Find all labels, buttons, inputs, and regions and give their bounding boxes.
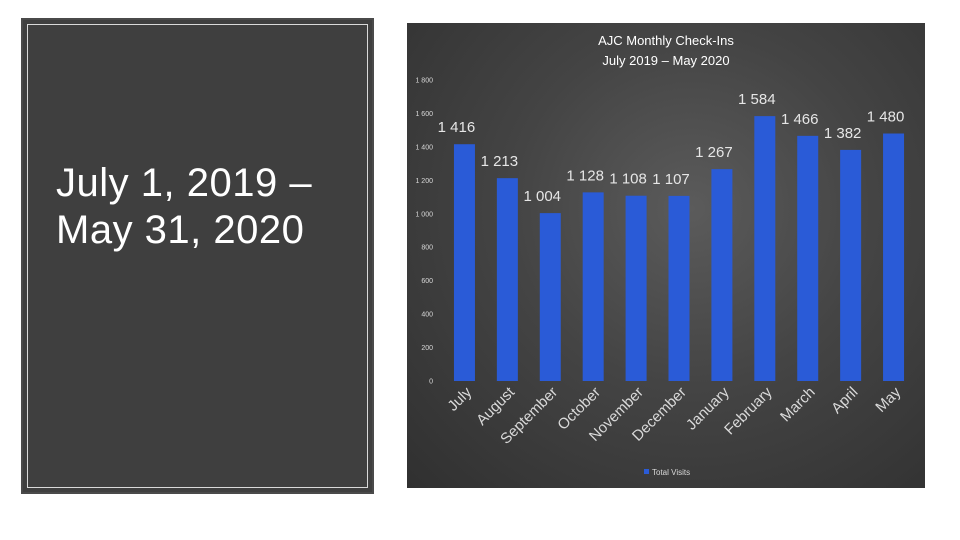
data-label: 1 480 xyxy=(867,109,905,126)
category-label: July xyxy=(444,383,475,414)
category-labels: JulyAugustSeptemberOctoberNovemberDecemb… xyxy=(444,383,904,447)
bar-december xyxy=(668,195,690,381)
y-tick-label: 0 xyxy=(429,379,433,386)
bar-may xyxy=(883,133,905,381)
bar-chart: AJC Monthly Check-Ins July 2019 – May 20… xyxy=(415,33,905,477)
date-range-start: July 1, 2019 – xyxy=(56,161,313,205)
data-label: 1 213 xyxy=(481,153,519,170)
data-labels: 1 416 1 213 1 004 1 128 1 108 1 107 1 267 1 584… xyxy=(438,91,905,205)
data-label: 1 107 xyxy=(652,171,690,188)
bar-february xyxy=(754,116,776,382)
category-label: February xyxy=(721,383,776,438)
data-label: 1 382 xyxy=(824,125,862,142)
data-label: 1 584 xyxy=(738,91,776,108)
bar-march xyxy=(797,135,819,381)
title-panel-frame xyxy=(27,24,368,488)
chart-subtitle: July 2019 – May 2020 xyxy=(602,53,729,68)
chart-panel: AJC Monthly Check-Ins July 2019 – May 20… xyxy=(407,23,925,488)
y-axis: 0 200 400 600 800 1 000 1 200 1 400 1 600 1 800 xyxy=(415,78,433,386)
bar-august xyxy=(496,178,518,381)
bar-july xyxy=(453,144,475,381)
data-label: 1 416 xyxy=(438,119,476,136)
y-tick-label: 1 200 xyxy=(415,178,433,185)
data-label: 1 466 xyxy=(781,111,819,128)
y-tick-label: 1 800 xyxy=(415,78,433,85)
date-range-end: May 31, 2020 xyxy=(56,208,305,252)
legend: Total Visits xyxy=(644,468,690,477)
bar-april xyxy=(840,149,862,381)
bar-january xyxy=(711,169,733,381)
bars xyxy=(453,116,905,382)
legend-swatch xyxy=(644,469,649,474)
category-label: May xyxy=(872,383,904,415)
y-tick-label: 400 xyxy=(421,312,433,319)
title-panel: July 1, 2019 – May 31, 2020 xyxy=(21,18,374,494)
data-label: 1 004 xyxy=(523,188,561,205)
data-label: 1 128 xyxy=(566,167,604,184)
chart-title: AJC Monthly Check-Ins xyxy=(598,33,734,48)
y-tick-label: 1 600 xyxy=(415,111,433,118)
bar-november xyxy=(625,195,647,381)
category-label: April xyxy=(828,384,861,417)
bar-october xyxy=(582,192,604,381)
y-tick-label: 1 400 xyxy=(415,144,433,151)
data-label: 1 108 xyxy=(609,171,647,188)
y-tick-label: 1 000 xyxy=(415,211,433,218)
legend-label: Total Visits xyxy=(652,468,690,477)
bar-september xyxy=(539,213,561,381)
date-range-heading: July 1, 2019 – May 31, 2020 xyxy=(56,160,356,254)
y-tick-label: 600 xyxy=(421,278,433,285)
y-tick-label: 800 xyxy=(421,245,433,252)
y-tick-label: 200 xyxy=(421,345,433,352)
category-label: March xyxy=(777,384,818,425)
data-label: 1 267 xyxy=(695,144,733,161)
